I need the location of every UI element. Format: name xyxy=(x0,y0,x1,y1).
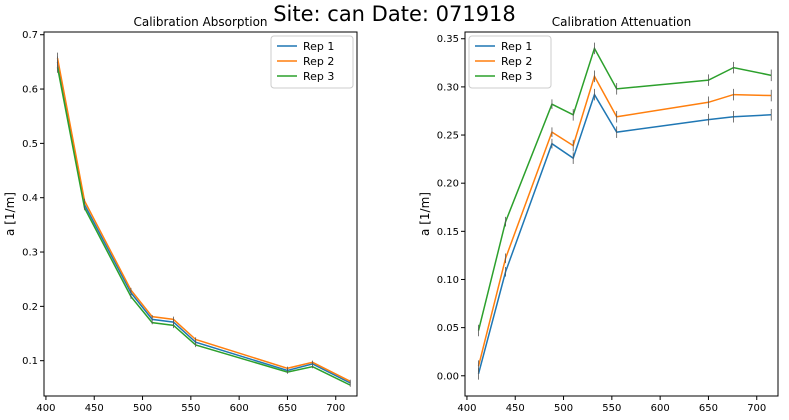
x-tick-label: 450 xyxy=(85,403,104,414)
x-tick-label: 600 xyxy=(651,403,670,414)
x-tick-label: 650 xyxy=(699,403,718,414)
series-line xyxy=(56,67,351,386)
legend-entry: Rep 2 xyxy=(303,55,334,68)
legend-box xyxy=(468,35,552,89)
series-3 xyxy=(477,42,772,337)
y-tick-label: 0.2 xyxy=(22,302,38,313)
y-tick-label: 0.20 xyxy=(437,179,459,190)
y-tick-label: 0.35 xyxy=(437,34,459,45)
series-1 xyxy=(477,88,772,380)
legend-entry: Rep 2 xyxy=(501,55,532,68)
y-axis-label: a [1/m] xyxy=(418,192,432,236)
y-tick-label: 0.30 xyxy=(437,82,459,93)
x-tick-label: 550 xyxy=(602,403,621,414)
series-3 xyxy=(56,61,351,387)
y-tick-label: 0.00 xyxy=(437,371,459,382)
figure-suptitle: Site: can Date: 071918 xyxy=(273,2,516,26)
y-tick-label: 0.4 xyxy=(22,193,38,204)
chart-title: Calibration Attenuation xyxy=(552,15,691,29)
y-tick-label: 0.05 xyxy=(437,323,459,334)
series-line xyxy=(477,92,772,375)
x-tick-label: 700 xyxy=(326,403,345,414)
series-2 xyxy=(477,70,772,372)
chart-1: Calibration Absorption a [1/m] 400 450 500 55… xyxy=(3,15,358,414)
legend: Rep 1 Rep 2 Rep 3 xyxy=(468,35,552,89)
y-tick-label: 0.25 xyxy=(437,131,459,142)
series-line xyxy=(477,74,772,367)
y-tick-label: 0.1 xyxy=(22,356,38,367)
series-1 xyxy=(56,56,351,385)
legend: Rep 1 Rep 2 Rep 3 xyxy=(270,35,354,89)
plot-frame xyxy=(43,31,358,397)
y-tick-label: 0.5 xyxy=(22,139,38,150)
x-tick-label: 400 xyxy=(457,403,476,414)
y-tick-label: 0.15 xyxy=(437,227,459,238)
legend-entry: Rep 3 xyxy=(501,70,532,83)
x-tick-label: 500 xyxy=(133,403,152,414)
x-tick-label: 500 xyxy=(554,403,573,414)
y-tick-label: 0.3 xyxy=(22,248,38,259)
series-2 xyxy=(56,52,351,383)
legend-entry: Rep 1 xyxy=(303,40,334,53)
x-tick-label: 400 xyxy=(36,403,55,414)
x-tick-label: 450 xyxy=(506,403,525,414)
x-tick-label: 600 xyxy=(230,403,249,414)
y-axis-label: a [1/m] xyxy=(3,192,17,236)
series-line xyxy=(477,46,772,331)
x-tick-label: 550 xyxy=(181,403,200,414)
legend-entry: Rep 3 xyxy=(303,70,334,83)
series-line xyxy=(56,57,351,382)
y-tick-label: 0.10 xyxy=(437,275,459,286)
legend-box xyxy=(270,35,354,89)
chart-2: Calibration Attenuation a [1/m] 400 450 500 5… xyxy=(418,15,779,414)
x-tick-label: 650 xyxy=(278,403,297,414)
chart-title: Calibration Absorption xyxy=(133,15,267,29)
x-tick-label: 700 xyxy=(747,403,766,414)
y-tick-label: 0.7 xyxy=(22,30,38,41)
series-line xyxy=(56,61,351,384)
y-tick-label: 0.6 xyxy=(22,85,38,96)
plot-frame xyxy=(464,31,779,397)
legend-entry: Rep 1 xyxy=(501,40,532,53)
